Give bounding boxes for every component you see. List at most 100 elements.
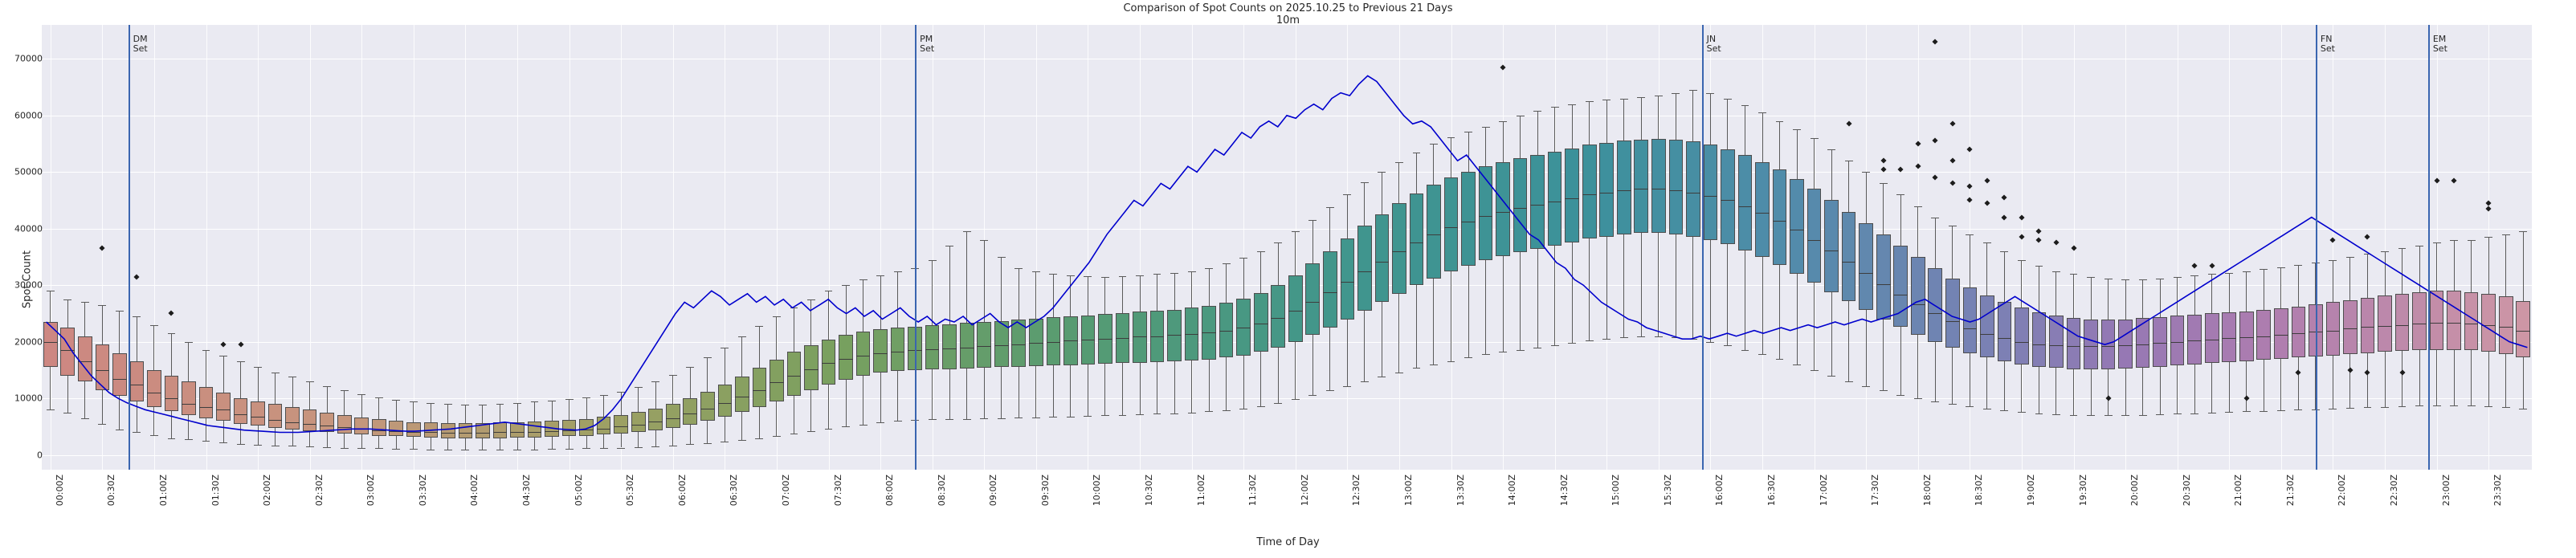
box <box>1582 145 1597 239</box>
whisker-cap <box>1136 275 1144 276</box>
whisker-cap <box>2484 237 2493 238</box>
median-line <box>2066 346 2081 348</box>
median-line <box>1962 328 1978 329</box>
box <box>2498 296 2513 355</box>
box <box>942 324 957 369</box>
whisker-cap <box>1810 369 1819 371</box>
median-line <box>2239 337 2254 339</box>
vertical-gridline <box>2385 25 2386 470</box>
median-line <box>2135 344 2150 345</box>
whisker-cap <box>1966 406 1974 408</box>
box <box>821 339 836 385</box>
box <box>2049 316 2064 369</box>
box <box>2343 299 2358 355</box>
whisker-cap <box>133 432 141 434</box>
box <box>1340 238 1355 320</box>
whisker-cap <box>565 448 574 450</box>
x-tick-label: 10:30Z <box>1144 475 1154 507</box>
x-tick-label: 12:00Z <box>1299 475 1310 507</box>
whisker-cap <box>876 422 885 423</box>
box <box>1392 203 1406 294</box>
annotation-label: JN Set <box>1706 34 1721 54</box>
box <box>1253 293 1268 352</box>
whisker-cap <box>634 446 643 448</box>
annotation-label: PM Set <box>920 34 935 54</box>
whisker-cap <box>1550 344 1559 346</box>
median-line <box>267 419 283 421</box>
box <box>2239 311 2254 361</box>
gridline <box>42 454 2532 456</box>
median-line <box>1616 189 1631 191</box>
whisker-cap <box>2225 412 2234 413</box>
median-line <box>1305 302 1321 303</box>
median-line <box>1011 344 1027 345</box>
box <box>1703 145 1718 240</box>
whisker-cap <box>548 448 556 450</box>
x-tick-label: 05:00Z <box>573 475 584 507</box>
vertical-gridline <box>1606 25 1608 470</box>
box <box>476 423 490 438</box>
vertical-gridline <box>153 25 155 470</box>
whisker-cap <box>1862 172 1871 173</box>
whisker-cap <box>1637 97 1646 99</box>
box <box>1029 318 1043 366</box>
whisker-cap <box>2432 405 2441 406</box>
box <box>1357 226 1372 311</box>
whisker-cap <box>1084 416 1092 417</box>
y-axis-label: Spot Count <box>21 250 34 308</box>
y-tick-label: 20000 <box>14 336 43 348</box>
median-line <box>458 433 473 434</box>
x-tick-label: 02:30Z <box>313 475 325 507</box>
box <box>2378 295 2392 352</box>
vertical-gridline <box>880 25 882 470</box>
whisker-cap <box>1101 415 1109 417</box>
median-line <box>1496 211 1510 213</box>
whisker-cap <box>1585 101 1594 103</box>
whisker-cap <box>1810 137 1819 139</box>
x-tick-label: 18:00Z <box>1921 475 1933 507</box>
box <box>717 384 733 417</box>
whisker-cap <box>2501 234 2510 235</box>
whisker-cap <box>1672 337 1680 339</box>
median-line <box>2118 344 2133 346</box>
whisker-cap <box>2363 254 2372 255</box>
median-line <box>1063 340 1078 342</box>
box <box>786 352 802 396</box>
whisker-cap <box>2346 256 2354 258</box>
whisker-cap <box>2276 267 2285 268</box>
box <box>354 417 369 435</box>
vertical-gridline <box>309 25 311 470</box>
x-tick-label: 20:00Z <box>2129 475 2141 507</box>
x-tick-label: 07:00Z <box>780 475 791 507</box>
whisker-cap <box>2260 410 2268 412</box>
median-line <box>1443 227 1459 229</box>
whisker-cap <box>1688 339 1697 340</box>
whisker-cap <box>2501 407 2510 409</box>
box <box>1011 320 1027 367</box>
whisker-cap <box>1896 194 1905 196</box>
whisker-cap <box>2173 413 2182 415</box>
median-line <box>164 398 179 400</box>
whisker-cap <box>1118 275 1127 277</box>
median-line <box>1046 341 1061 343</box>
whisker-cap <box>1412 368 1421 369</box>
whisker-cap <box>1585 340 1594 342</box>
x-tick-label: 20:30Z <box>2181 475 2192 507</box>
median-line <box>1703 195 1718 197</box>
x-tick-label: 15:30Z <box>1662 475 1673 507</box>
whisker-cap <box>1913 206 1922 207</box>
whisker-cap <box>2017 412 2026 413</box>
median-line <box>786 375 802 377</box>
x-tick-label: 07:30Z <box>832 475 843 507</box>
whisker-cap <box>703 357 712 359</box>
whisker-cap <box>1325 206 1334 208</box>
y-tick-label: 30000 <box>14 279 43 291</box>
vertical-gridline <box>517 25 518 470</box>
annotation-line <box>2427 25 2430 470</box>
whisker-cap <box>2035 413 2043 414</box>
vertical-gridline <box>1243 25 1245 470</box>
annotation-line <box>2315 25 2317 470</box>
whisker-cap <box>1360 181 1369 183</box>
whisker-cap <box>1256 250 1265 252</box>
whisker-cap <box>755 325 764 327</box>
